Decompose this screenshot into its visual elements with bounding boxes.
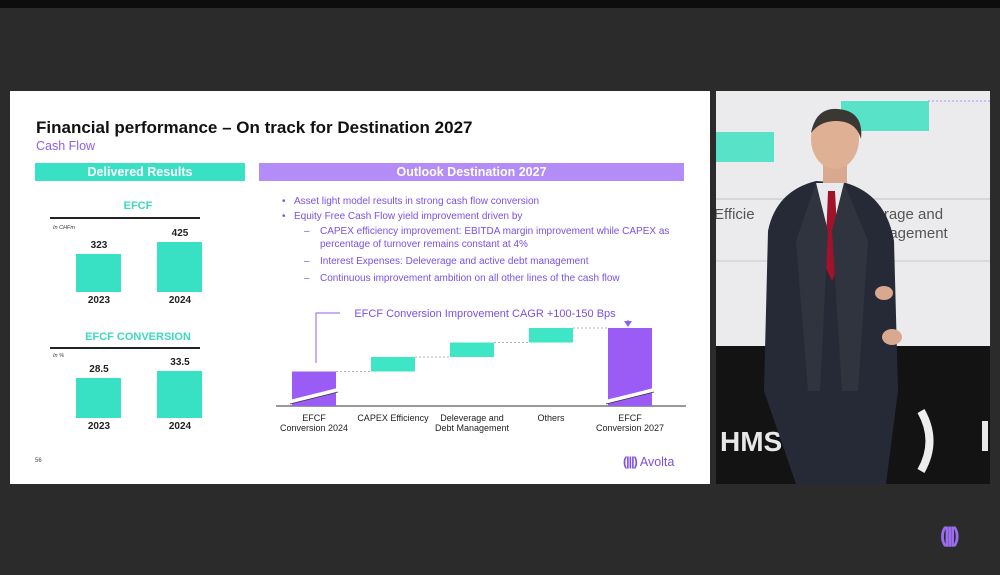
efcf-conversion-value-label: 28.5 xyxy=(89,364,109,375)
avolta-logo-text: Avolta xyxy=(639,455,675,469)
stage-logo-shape xyxy=(917,409,934,473)
outlook-header: Outlook Destination 2027 xyxy=(259,163,684,181)
cagr-arrow-icon xyxy=(624,321,632,327)
outlook-bullets: Asset light model results in strong cash… xyxy=(282,195,692,289)
screen-text: Efficie xyxy=(716,206,755,223)
efcf-category-label: 2024 xyxy=(168,295,192,306)
bullet-item: Asset light model results in strong cash… xyxy=(282,195,692,208)
delivered-results-header: Delivered Results xyxy=(35,163,245,181)
avolta-logo: (|||) Avolta xyxy=(623,455,674,469)
efcf-bar-2023 xyxy=(76,254,121,292)
efcf-unit: In CHFm xyxy=(53,225,75,231)
sub-bullet-item: Interest Expenses: Deleverage and active… xyxy=(282,255,692,268)
efcf-conversion-category-label: 2023 xyxy=(87,421,111,432)
efcf-waterfall-chart: EFCF Conversion Improvement CAGR +100-15… xyxy=(276,306,686,433)
efcf-rule xyxy=(50,217,200,219)
waterfall-category-label: EFCF Conversion 2024 xyxy=(280,413,348,433)
presentation-slide: Financial performance – On track for Des… xyxy=(10,91,710,484)
corner-brand-icon: (|||) xyxy=(940,524,960,547)
top-black-bar xyxy=(0,0,1000,8)
sub-bullet-item: Continuous improvement ambition on all o… xyxy=(282,272,692,285)
axis-break-icon xyxy=(289,391,339,405)
efcf-conversion-rule xyxy=(50,347,200,349)
sub-bullet-item: CAPEX efficiency improvement: EBITDA mar… xyxy=(282,225,692,251)
efcf-conversion-chart-title: EFCF CONVERSION xyxy=(85,331,191,343)
stage-letters: HMS xyxy=(720,426,782,457)
screen-text: nagement xyxy=(881,225,949,242)
efcf-bar-2024 xyxy=(157,242,202,292)
waterfall-bar-2 xyxy=(371,357,415,372)
page-number: 56 xyxy=(35,458,42,464)
waterfall-bar-3 xyxy=(450,342,494,357)
waterfall-bar-4 xyxy=(529,328,573,343)
bullet-item: Equity Free Cash Flow yield improvement … xyxy=(282,210,692,223)
waterfall-category-label: EFCF Conversion 2027 xyxy=(596,413,664,433)
efcf-category-label: 2023 xyxy=(87,295,111,306)
waterfall-category-label: Others xyxy=(537,413,565,423)
efcf-conversion-bar-2023 xyxy=(76,378,121,418)
screen-green-block xyxy=(716,132,774,162)
speaker-video: Efficie verage and nagement HMS xyxy=(716,91,990,484)
efcf-conversion-value-label: 33.5 xyxy=(170,357,190,368)
waterfall-category-label: Deleverage and Debt Management xyxy=(435,413,510,433)
slide-subtitle: Cash Flow xyxy=(36,139,96,153)
efcf-conversion-bar-2024 xyxy=(157,371,202,418)
axis-break-icon xyxy=(605,391,655,405)
waterfall-category-label: CAPEX Efficiency xyxy=(357,413,429,423)
efcf-chart-title: EFCF xyxy=(123,200,153,212)
cagr-label: EFCF Conversion Improvement CAGR +100-15… xyxy=(354,308,616,320)
efcf-value-label: 323 xyxy=(90,240,108,251)
avolta-mark-icon: (|||) xyxy=(623,455,638,469)
efcf-value-label: 425 xyxy=(171,228,189,239)
efcf-conversion-category-label: 2024 xyxy=(168,421,192,432)
slide-title: Financial performance – On track for Des… xyxy=(36,118,473,137)
speaker-figure xyxy=(764,108,902,484)
efcf-conversion-unit: In % xyxy=(53,353,65,359)
